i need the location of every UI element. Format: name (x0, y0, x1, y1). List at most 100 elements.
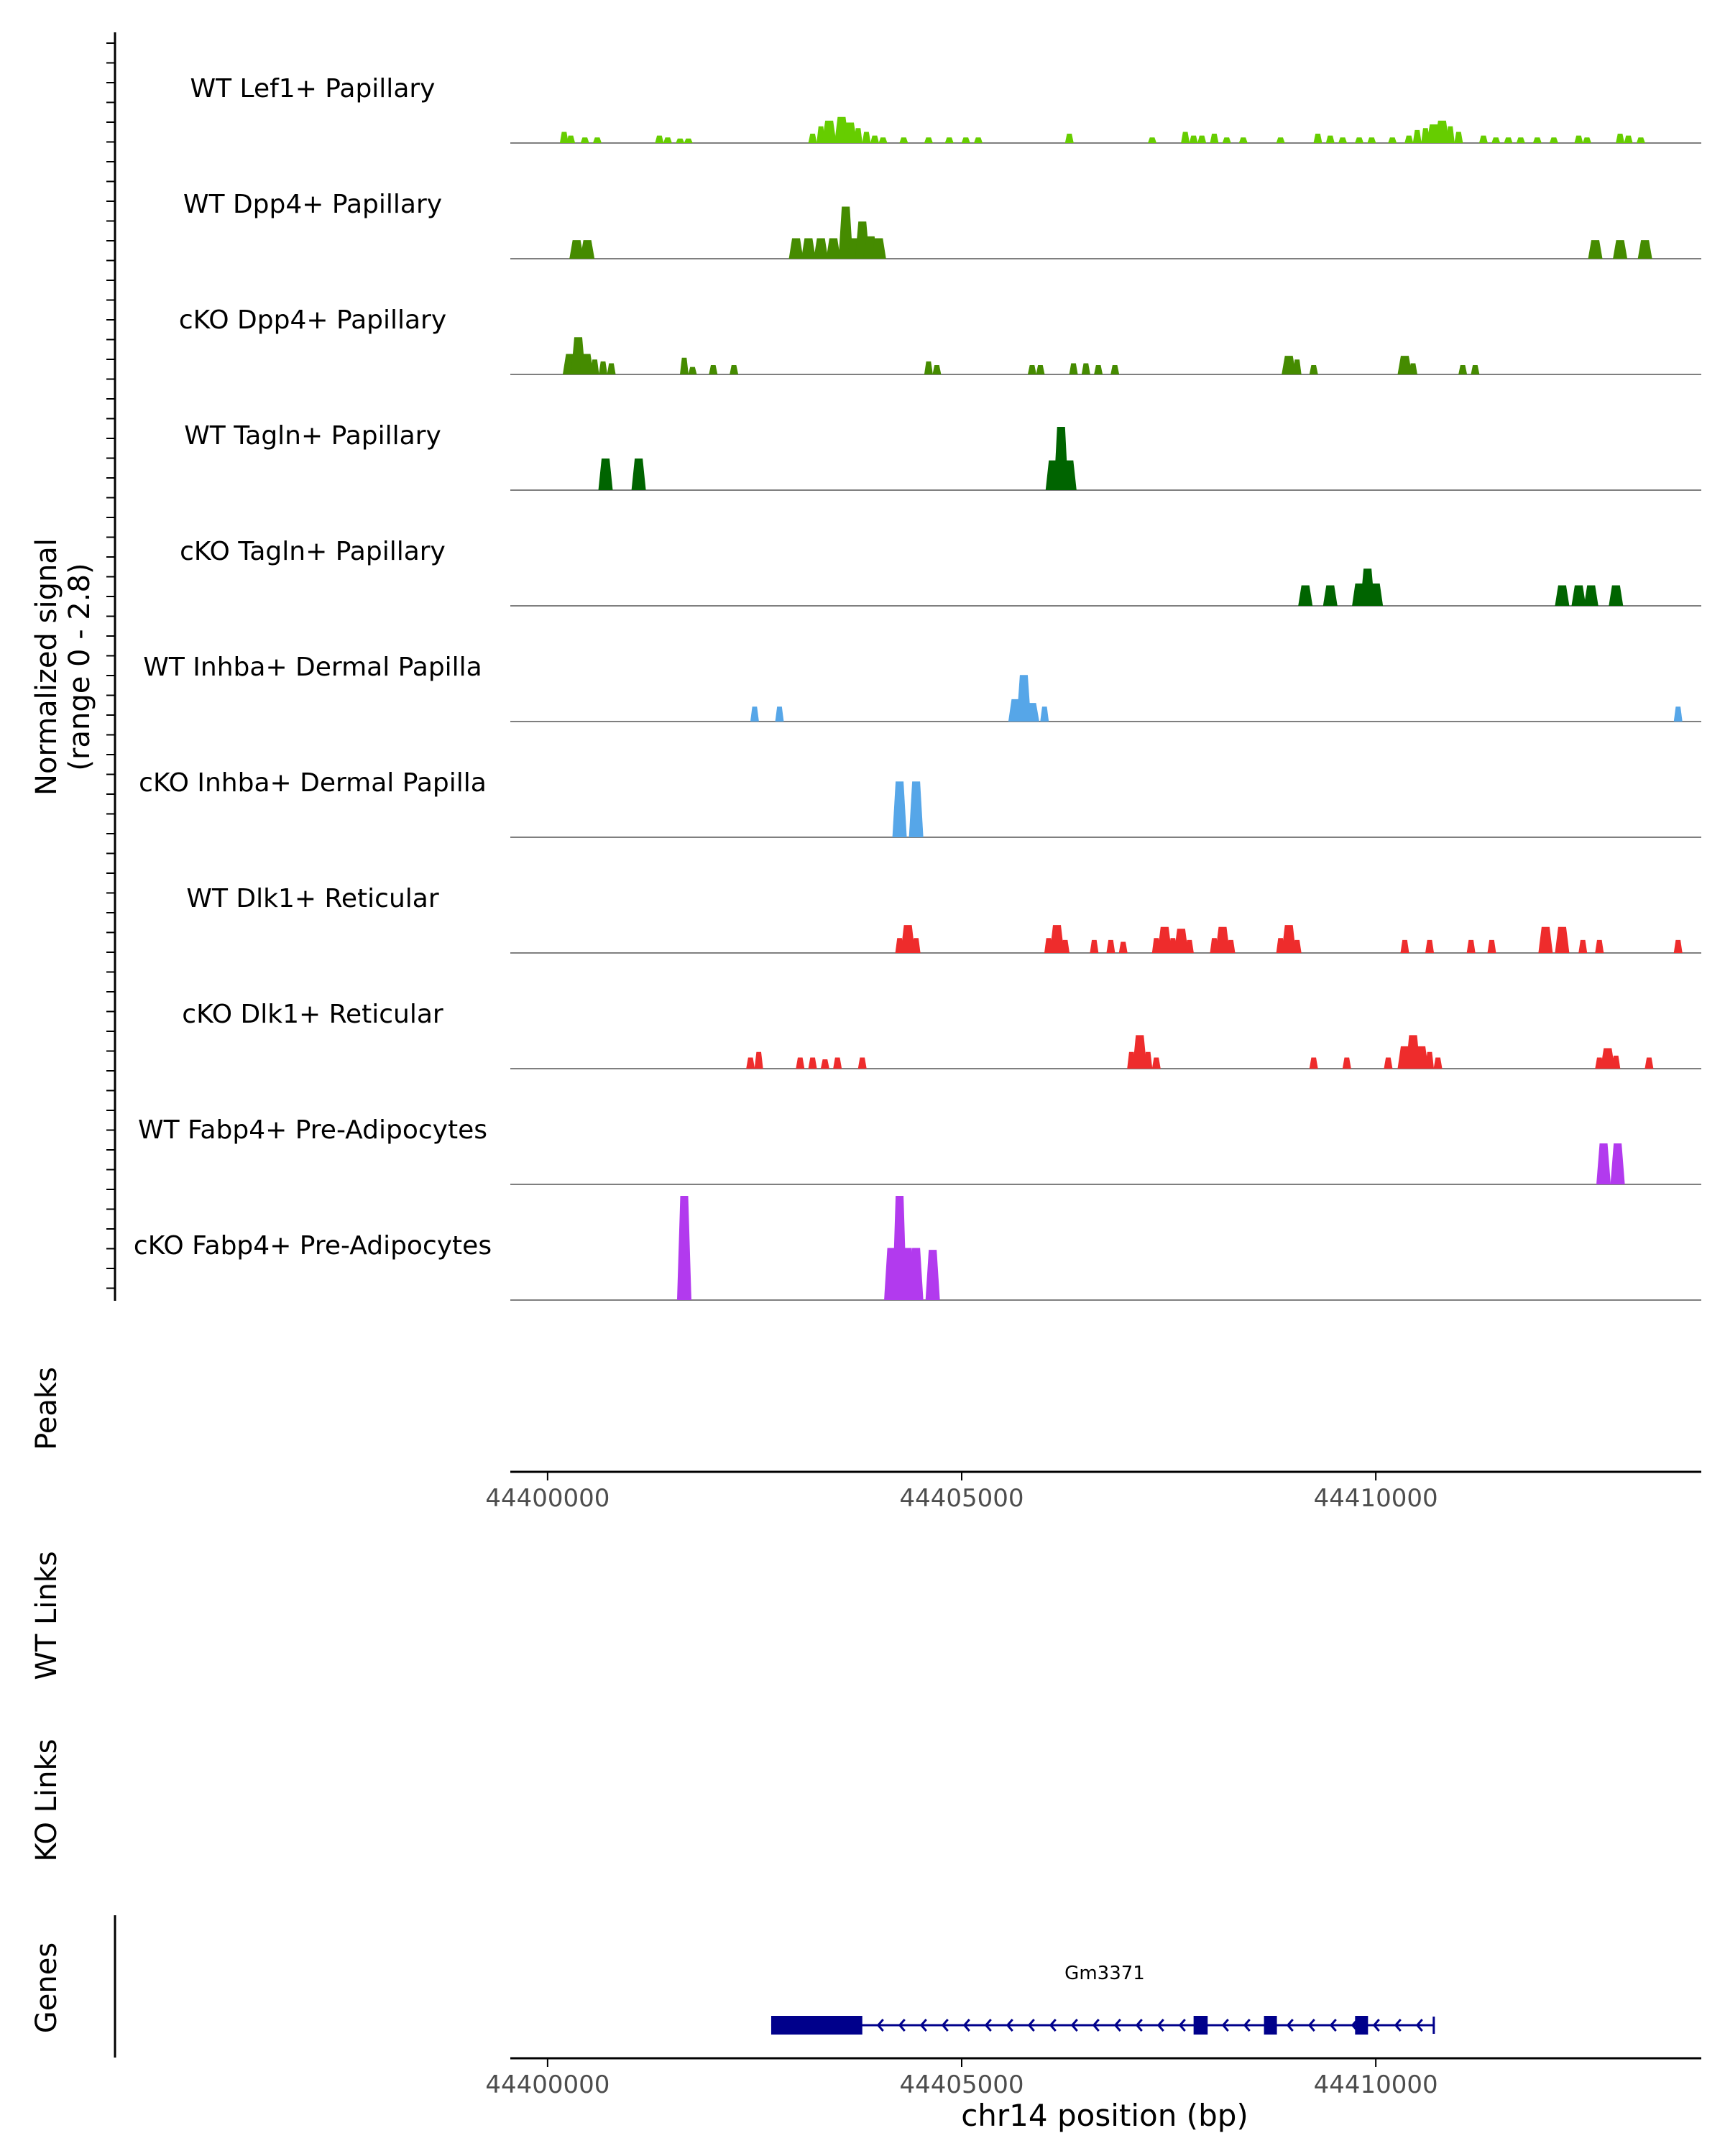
signal-peak (842, 122, 857, 143)
strand-arrow (1135, 2019, 1143, 2032)
signal-peak (1458, 365, 1468, 374)
signal-peak (1471, 365, 1480, 374)
signal-peak (598, 458, 613, 490)
strand-arrow (1307, 2019, 1315, 2032)
signal-peak (1355, 137, 1364, 143)
signal-peak (1425, 1051, 1435, 1069)
signal-peak (1637, 240, 1652, 259)
coverage-track-label: cKO Tagln+ Papillary (180, 537, 446, 566)
signal-peak (709, 365, 718, 374)
coverage-y-axis-label-line2: (range 0 - 2.8) (63, 563, 96, 770)
coverage-track: cKO Dlk1+ Reticular (182, 1000, 1701, 1069)
signal-peak (1491, 137, 1501, 143)
coverage-track: cKO Dpp4+ Papillary (179, 305, 1701, 375)
signal-peak (862, 132, 871, 143)
coverage-track-label: WT Dlk1+ Reticular (186, 884, 438, 913)
coverage-track-label: WT Fabp4+ Pre-Adipocytes (138, 1115, 487, 1145)
strand-arrow (962, 2019, 970, 2032)
gene-exon (1264, 2016, 1277, 2035)
signal-peak (1040, 706, 1049, 722)
strand-arrow (919, 2019, 927, 2032)
signal-peak (1549, 137, 1558, 143)
signal-peak (679, 357, 689, 374)
signal-peak (1433, 1057, 1443, 1069)
signal-peak (1215, 926, 1230, 953)
coverage-track-label: WT Tagln+ Papillary (184, 421, 441, 451)
signal-peak (1282, 356, 1297, 374)
coverage-track: WT Tagln+ Papillary (184, 421, 1701, 491)
signal-peak (775, 706, 784, 722)
strand-arrow (1415, 2019, 1423, 2032)
signal-peak (1384, 1057, 1393, 1069)
signal-peak (1504, 137, 1513, 143)
signal-peak (1445, 126, 1455, 143)
strand-arrow (1070, 2019, 1078, 2032)
x-tick-label: 44410000 (1314, 1484, 1438, 1513)
signal-peak (730, 365, 739, 374)
signal-peak (1414, 1046, 1429, 1069)
signal-peak (1611, 1055, 1621, 1069)
signal-peak (1036, 365, 1045, 374)
signal-peak (1342, 1057, 1351, 1069)
signal-peak (1388, 137, 1397, 143)
signal-peak (1309, 365, 1318, 374)
signal-peak (1282, 925, 1297, 953)
strand-arrow (941, 2019, 949, 2032)
strand-arrow (1027, 2019, 1035, 2032)
signal-peak (559, 132, 569, 143)
signal-peak (1538, 926, 1553, 953)
signal-peak (924, 361, 933, 374)
coverage-track-label: WT Dpp4+ Papillary (183, 190, 442, 219)
signal-peak (1368, 583, 1384, 606)
signal-peak (684, 138, 693, 143)
gene-name-label: Gm3371 (1064, 1963, 1145, 1984)
signal-peak (1148, 137, 1157, 143)
signal-peak (801, 238, 816, 259)
signal-peak (1157, 926, 1172, 953)
coverage-tracks: WT Lef1+ Papillary WT Dpp4+ Papillary cKO … (134, 74, 1701, 1301)
signal-peak (1184, 939, 1194, 953)
signal-peak (663, 137, 672, 143)
coverage-track: cKO Fabp4+ Pre-Adipocytes (134, 1196, 1701, 1301)
signal-peak (579, 354, 594, 374)
signal-peak (857, 1057, 867, 1069)
signal-peak (1532, 137, 1542, 143)
genes-x-axis-label: chr14 position (bp) (961, 2098, 1248, 2133)
signal-peak (655, 135, 664, 143)
signal-peak (925, 1250, 940, 1300)
x-tick-label: 44410000 (1314, 2070, 1438, 2099)
signal-peak (1064, 134, 1074, 143)
signal-peak (808, 134, 817, 143)
signal-peak (1132, 1035, 1147, 1069)
signal-peak (676, 1196, 691, 1300)
signal-peak (1583, 585, 1598, 606)
strand-arrow (1156, 2019, 1164, 2032)
genes-x-ticks: 44400000 44405000 44410000 (485, 2058, 1438, 2099)
signal-peak (1596, 1143, 1611, 1184)
gene-model (770, 2016, 1435, 2035)
coverage-track-label: WT Inhba+ Dermal Papilla (143, 653, 482, 682)
signal-peak (1574, 135, 1583, 143)
signal-peak (1069, 363, 1078, 374)
coverage-track-label: cKO Dlk1+ Reticular (182, 1000, 443, 1029)
strand-arrow (984, 2019, 992, 2032)
ko-links-track-label: KO Links (30, 1739, 63, 1862)
signal-peak (569, 240, 584, 259)
signal-peak (1110, 365, 1120, 374)
signal-peak (870, 135, 880, 143)
signal-peak (1118, 941, 1128, 953)
signal-peak (1090, 939, 1099, 953)
genes-panel: Genes Gm3371 44400000 44405000 44410000 ch… (30, 1915, 1701, 2133)
signal-peak (1624, 135, 1633, 143)
signal-peak (1062, 460, 1077, 490)
signal-peak (796, 1057, 805, 1069)
signal-peak (892, 781, 907, 837)
signal-peak (908, 781, 924, 837)
x-tick-label: 44400000 (485, 2070, 610, 2099)
coverage-track-label: cKO Fabp4+ Pre-Adipocytes (134, 1231, 492, 1261)
signal-peak (566, 135, 576, 143)
coverage-track-label: cKO Dpp4+ Papillary (179, 305, 446, 335)
signal-peak (820, 1059, 829, 1069)
signal-peak (899, 137, 908, 143)
